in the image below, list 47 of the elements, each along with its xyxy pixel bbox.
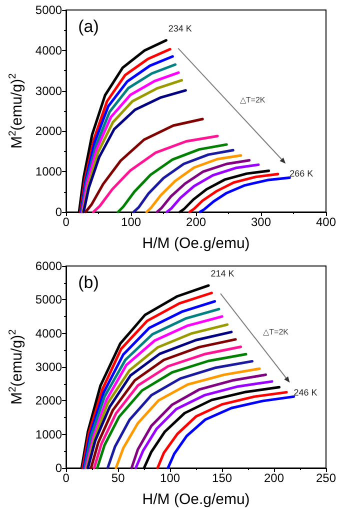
x-tick-label: 400 — [316, 215, 336, 229]
line-series — [156, 390, 288, 470]
line-series — [116, 143, 228, 214]
y-tick-label: 3000 — [35, 360, 62, 374]
y-tick-label: 1000 — [35, 427, 62, 442]
y-tick-label: 1000 — [35, 164, 62, 179]
y-tick-label: 2000 — [35, 394, 62, 408]
y-tick-label: 3000 — [35, 84, 62, 98]
line-series — [166, 163, 260, 214]
x-axis-title: H/M (Oe.g/emu) — [142, 491, 250, 508]
annotation: 246 K — [294, 388, 318, 398]
line-series — [145, 154, 242, 214]
y-tick-label: 5000 — [35, 292, 62, 307]
y-tick-label: 4000 — [35, 43, 62, 58]
x-tick-label: 50 — [111, 471, 126, 485]
x-tick-label: 150 — [212, 471, 232, 485]
line-series — [106, 360, 254, 470]
x-tick-label: 100 — [121, 215, 142, 229]
y-tick-label: 5000 — [35, 3, 62, 17]
y-tick-label: 0 — [55, 461, 62, 475]
y-axis-title: M2(emu/g)2 — [8, 72, 26, 149]
line-series — [114, 367, 261, 470]
y-axis-title: M2(emu/g)2 — [8, 328, 26, 405]
line-series — [166, 395, 296, 470]
line-series — [84, 118, 204, 214]
annotation: (a) — [78, 17, 99, 36]
x-tick-label: 200 — [264, 471, 284, 485]
y-tick-label: 0 — [55, 205, 62, 219]
x-tick-label: 200 — [186, 215, 206, 229]
x-tick-label: 250 — [316, 471, 336, 485]
line-series — [188, 172, 280, 214]
line-series — [156, 158, 251, 214]
y-tick-label: 4000 — [35, 326, 62, 340]
line-series — [132, 148, 234, 214]
annotation: △T=2K — [263, 328, 290, 337]
annotation: △T=2K — [240, 95, 266, 104]
annotation: 234 K — [168, 23, 192, 34]
x-tick-label: 300 — [251, 215, 272, 229]
x-tick-label: 100 — [160, 471, 180, 485]
line-series — [198, 176, 291, 214]
y-tick-label: 2000 — [35, 124, 62, 138]
annotation: (b) — [78, 273, 99, 292]
x-axis-title: H/M (Oe.g/emu) — [142, 235, 250, 252]
annotation: 214 K — [210, 268, 234, 279]
line-series — [92, 134, 219, 214]
annotation: 266 K — [290, 168, 314, 179]
y-tick-label: 6000 — [35, 259, 62, 273]
